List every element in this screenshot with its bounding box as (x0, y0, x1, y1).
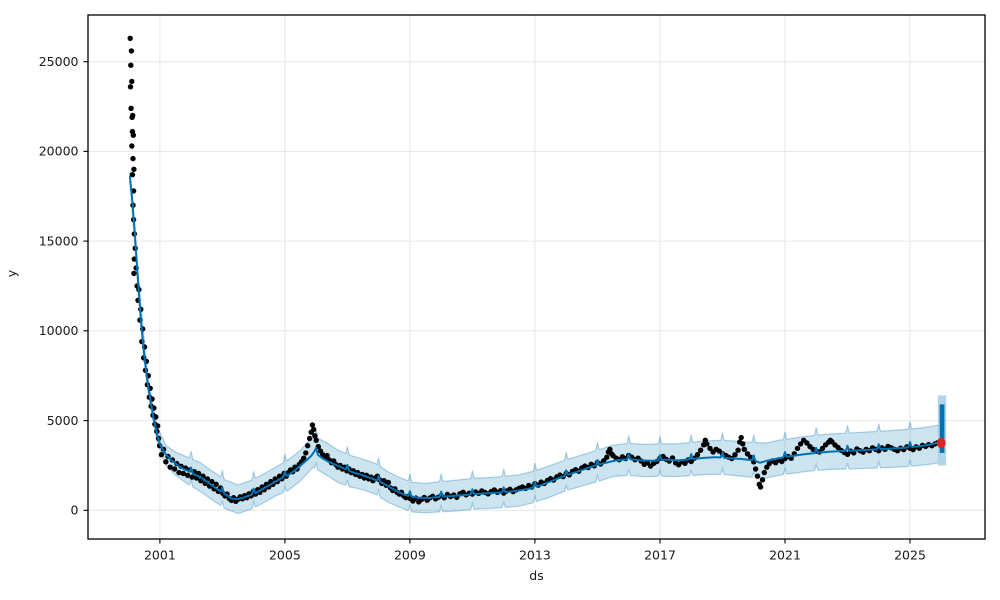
uncertainty-band-upper-edge (129, 171, 939, 486)
forecast-endspike-bar (939, 404, 945, 453)
y-axis-ticks: 0 5000 10000 15000 20000 25000 (39, 54, 88, 518)
plot-frame (87, 14, 986, 540)
y-tick-label: 10000 (39, 323, 79, 338)
y-tick-label: 20000 (39, 144, 79, 159)
uncertainty-band (129, 171, 939, 514)
y-tick-label: 25000 (39, 54, 79, 69)
grid-lines (88, 15, 985, 539)
y-tick-label: 15000 (39, 233, 79, 248)
y-axis-label: y (4, 269, 20, 278)
x-tick-label: 2021 (769, 548, 801, 563)
x-tick-label: 2025 (894, 548, 926, 563)
x-tick-label: 2009 (394, 548, 426, 563)
forecast-line (128, 175, 940, 501)
uncertainty-band-lower-edge (129, 181, 939, 515)
x-axis-ticks: 2001 2005 2009 2013 2017 2021 2025 (144, 539, 926, 563)
x-tick-label: 2005 (269, 548, 301, 563)
x-tick-label: 2013 (519, 548, 551, 563)
y-tick-label: 0 (71, 503, 79, 518)
observed-points (127, 35, 941, 505)
x-tick-label: 2001 (144, 548, 176, 563)
highlight-point (936, 437, 946, 449)
x-tick-label: 2017 (644, 548, 676, 563)
x-axis-label: ds (529, 568, 544, 583)
y-tick-label: 5000 (47, 413, 79, 428)
